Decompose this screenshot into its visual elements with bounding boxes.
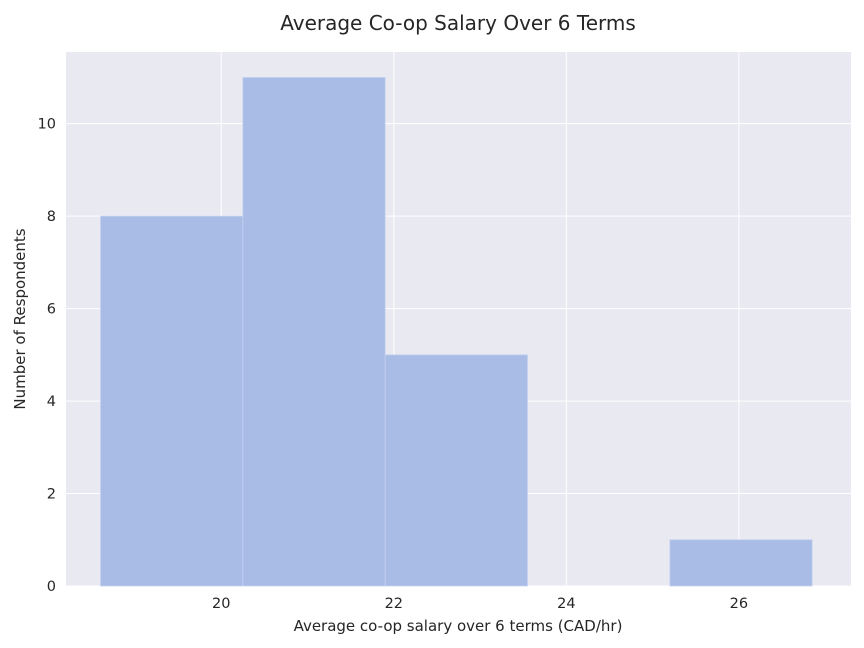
y-tick-label: 8 (47, 209, 56, 225)
y-tick-labels: 0 2 4 6 8 10 (38, 117, 56, 595)
y-tick-label: 2 (47, 487, 56, 503)
y-tick-label: 6 (47, 302, 56, 318)
histogram-bar (100, 215, 244, 587)
x-tick-labels: 20 22 24 26 (212, 596, 748, 612)
x-tick-label: 26 (730, 596, 748, 612)
y-axis-label: Number of Respondents (11, 228, 29, 409)
histogram-bar (669, 539, 813, 587)
x-tick-label: 20 (212, 596, 230, 612)
chart-title: Average Co-op Salary Over 6 Terms (280, 11, 636, 35)
y-tick-label: 0 (47, 579, 56, 595)
histogram-bar (242, 77, 386, 587)
x-tick-label: 24 (557, 596, 575, 612)
bars (100, 77, 813, 587)
y-tick-label: 4 (47, 394, 56, 410)
histogram-bar (384, 354, 528, 587)
y-tick-label: 10 (38, 117, 56, 133)
x-tick-label: 22 (385, 596, 403, 612)
x-axis-label: Average co-op salary over 6 terms (CAD/h… (294, 617, 623, 635)
